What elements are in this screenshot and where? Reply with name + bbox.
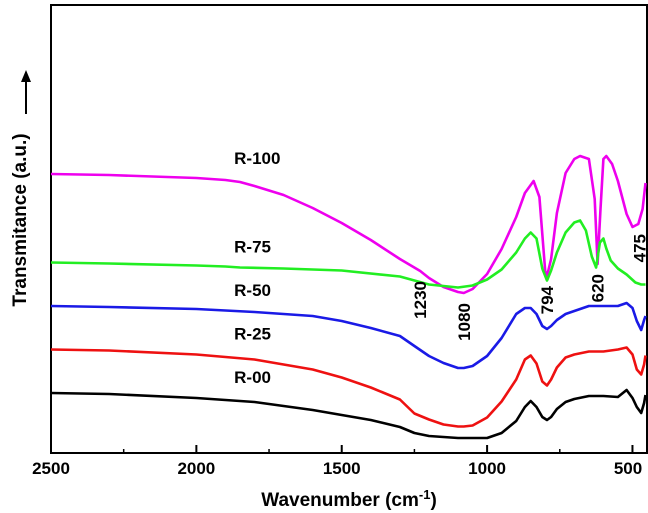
plot-frame-group [50, 4, 648, 454]
series-line-r-100 [50, 154, 647, 295]
series-label-r-100: R-100 [234, 149, 280, 168]
x-axis-title-sup: -1 [419, 487, 431, 502]
x-axis-title-end: ) [430, 490, 436, 511]
series-line-r-75 [50, 219, 646, 289]
series-label-r-25: R-25 [234, 325, 271, 344]
series-label-r-00: R-00 [234, 368, 271, 387]
peak-label-1080: 1080 [455, 303, 474, 341]
series-label-r-75: R-75 [234, 238, 271, 257]
x-tick-label-2500: 2500 [32, 459, 70, 478]
y-axis-title-group: Transmitance (a.u.) [10, 70, 31, 307]
series-label-r-50: R-50 [234, 281, 271, 300]
y-axis-arrow-head [21, 70, 31, 82]
y-axis-title: Transmitance (a.u.) [10, 133, 31, 306]
peak-label-620: 620 [589, 274, 608, 302]
x-axis: 2500 2000 1500 1000 500 [32, 445, 642, 478]
peak-labels: 1230 1080 794 620 475 [411, 234, 648, 341]
peak-label-1230: 1230 [411, 281, 430, 319]
peak-label-475: 475 [631, 234, 648, 262]
series-group [50, 154, 647, 440]
series-line-r-50 [50, 301, 647, 370]
x-tick-label-500: 500 [614, 459, 642, 478]
plot-frame [50, 4, 648, 454]
series-line-r-25 [50, 346, 647, 428]
series-labels: R-100 R-75 R-50 R-25 R-00 [234, 149, 280, 387]
peak-label-794: 794 [538, 285, 557, 314]
x-axis-title-main: Wavenumber (cm [261, 490, 419, 511]
x-tick-label-1000: 1000 [468, 459, 506, 478]
x-axis-title: Wavenumber (cm-1) [261, 487, 437, 511]
series-line-r-00 [50, 388, 647, 440]
x-tick-label-2000: 2000 [177, 459, 215, 478]
x-tick-label-1500: 1500 [323, 459, 361, 478]
